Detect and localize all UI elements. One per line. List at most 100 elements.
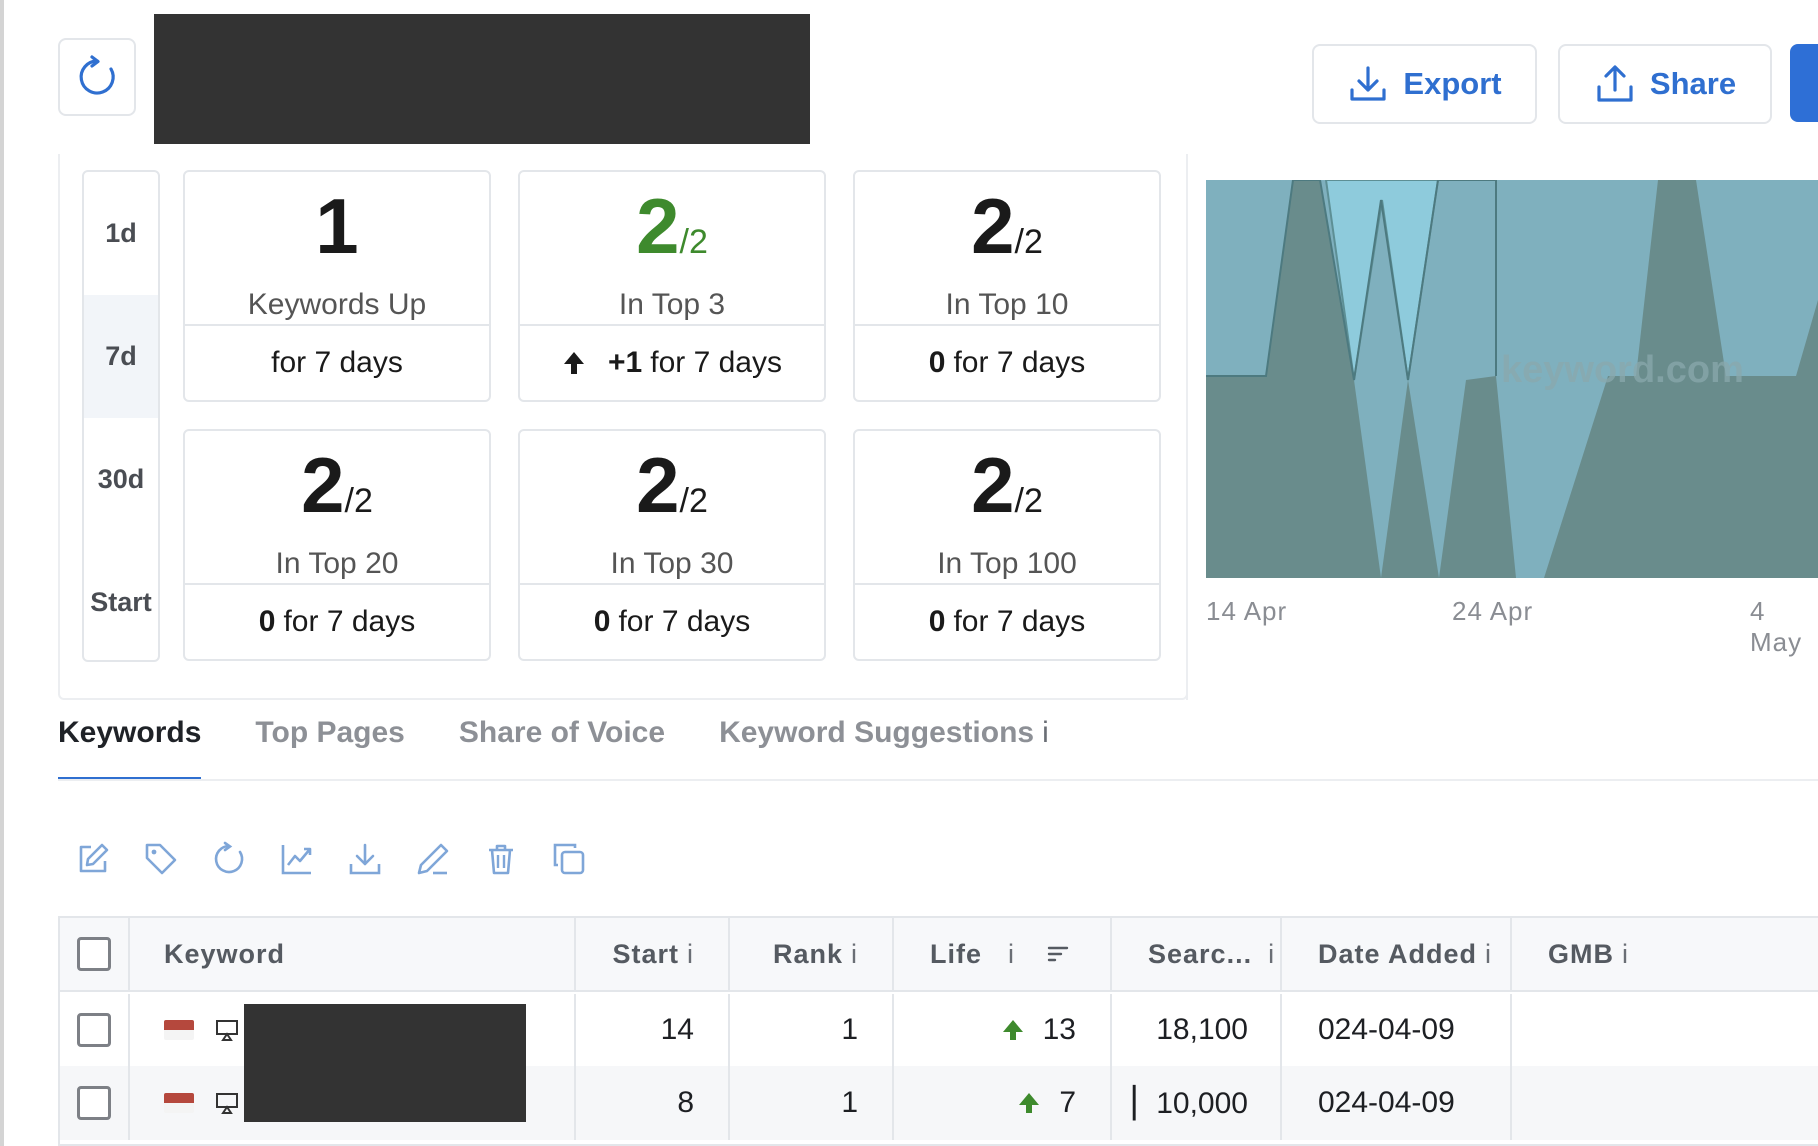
x-tick-4-may: 4 May [1750,596,1803,657]
select-all-checkbox[interactable] [77,937,111,971]
column-life[interactable]: Life i [894,918,1112,990]
section-tabs: Keywords Top Pages Share of Voice Keywor… [58,716,1049,780]
chart-icon[interactable] [278,840,316,878]
refresh-icon[interactable] [210,840,248,878]
share-button[interactable]: Share [1558,44,1772,124]
column-rank[interactable]: Rank i [730,918,894,990]
rank-cell: 1 [730,1066,894,1140]
life-cell: 13 [894,994,1112,1066]
tabs-divider [58,779,1818,781]
refresh-icon [79,55,115,95]
period-30d[interactable]: 30d [97,464,145,494]
period-7d[interactable]: 7d [84,295,158,418]
stat-label: In Top 10 [945,288,1069,321]
edit-icon[interactable] [74,840,112,878]
copy-icon[interactable] [550,840,588,878]
tab-share-of-voice[interactable]: Share of Voice [458,716,666,749]
start-cell: 14 [576,994,730,1066]
export-label: Export [1403,66,1502,101]
info-icon: i [1042,716,1049,749]
column-search-volume[interactable]: Searc... i [1112,918,1282,990]
arrow-up-icon [1019,1093,1040,1113]
info-icon: i [687,938,694,969]
share-icon [1597,65,1633,102]
column-gmb-label: GMB [1548,938,1614,969]
stat-denominator: /2 [679,223,708,261]
column-search-label: Searc... [1148,938,1253,969]
chart-series-band [1206,180,1818,578]
column-date-label: Date Added [1318,938,1478,969]
period-start[interactable]: Start [90,587,152,617]
stat-value: 1 [315,182,359,270]
share-label: Share [1649,66,1737,101]
stat-card-top100[interactable]: 2/2 In Top 100 0 for 7 days [853,429,1161,661]
search-volume-cell: 18,100 [1112,994,1282,1066]
arrow-up-icon [564,352,585,374]
column-gmb[interactable]: GMB i [1512,918,1818,990]
info-icon: i [1622,938,1629,969]
period-selector: 1d 7d 30d Start [82,170,160,662]
desktop-device-icon [216,1093,238,1114]
sort-icon[interactable] [1047,945,1069,963]
info-icon: i [1008,938,1016,969]
stat-change: 0 [928,346,946,379]
stat-value: 2 [636,182,680,270]
stat-change: 0 [593,605,611,638]
stat-label: Keywords Up [247,288,427,321]
stat-card-keywords-up[interactable]: 1 Keywords Up for 7 days [183,170,491,402]
stat-change: 0 [258,605,276,638]
stat-change-text: for 7 days [618,605,751,638]
country-flag-icon [164,1093,194,1113]
stat-value: 2 [971,441,1015,529]
tab-keyword-suggestions[interactable]: Keyword Suggestions i [719,716,1049,780]
tag-icon[interactable] [142,840,180,878]
desktop-device-icon [216,1020,238,1041]
life-value: 13 [1042,1013,1076,1046]
info-icon: i [851,938,858,969]
stat-label: In Top 30 [610,547,734,580]
stat-card-top30[interactable]: 2/2 In Top 30 0 for 7 days [518,429,826,661]
stat-change-text: for 7 days [271,346,403,379]
pencil-icon[interactable] [414,840,452,878]
ranking-distribution-chart: keyword.com [1206,180,1818,578]
stat-value: 2 [301,441,345,529]
column-start[interactable]: Start i [576,918,730,990]
window-edge [0,0,4,1146]
tab-keywords[interactable]: Keywords [58,716,202,780]
tab-keyword-suggestions-label: Keyword Suggestions [719,716,1035,749]
stat-change-text: for 7 days [953,346,1086,379]
start-cell: 8 [576,1066,730,1140]
row-checkbox[interactable] [77,1086,111,1120]
stat-change: 0 [928,605,946,638]
primary-action-button[interactable] [1790,44,1818,122]
x-tick-24-apr: 24 Apr [1452,596,1534,626]
period-1d[interactable]: 1d [105,218,137,248]
stat-denominator: /2 [1014,482,1043,520]
panel-divider [1186,154,1188,700]
refresh-button[interactable] [58,38,136,116]
table-header: Keyword Start i Rank i Life i Searc... i Dat… [60,918,1818,992]
export-button[interactable]: Export [1312,44,1537,124]
stat-label: In Top 100 [937,547,1077,580]
date-added-cell: 024-04-09 [1282,1066,1512,1140]
info-icon: i [1485,938,1493,969]
tab-top-pages[interactable]: Top Pages [255,716,405,749]
stat-denominator: /2 [1014,223,1043,261]
stat-denominator: /2 [344,482,373,520]
column-rank-label: Rank [772,938,843,969]
download-icon[interactable] [346,840,384,878]
stat-card-top10[interactable]: 2/2 In Top 10 0 for 7 days [853,170,1161,402]
stat-card-top20[interactable]: 2/2 In Top 20 0 for 7 days [183,429,491,661]
column-keyword-label: Keyword [164,938,286,969]
stat-card-top3[interactable]: 2/2 In Top 3 +1 for 7 days [518,170,826,402]
stat-change-text: for 7 days [953,605,1086,638]
gmb-cell [1512,994,1818,1066]
chart-watermark: keyword.com [1501,349,1744,391]
column-date-added[interactable]: Date Added i [1282,918,1512,990]
trash-icon[interactable] [482,840,520,878]
keyword-toolbar [74,840,588,878]
row-checkbox[interactable] [77,1013,111,1047]
column-keyword[interactable]: Keyword [130,918,576,990]
column-start-label: Start [612,938,679,969]
stat-change-text: for 7 days [650,346,782,379]
